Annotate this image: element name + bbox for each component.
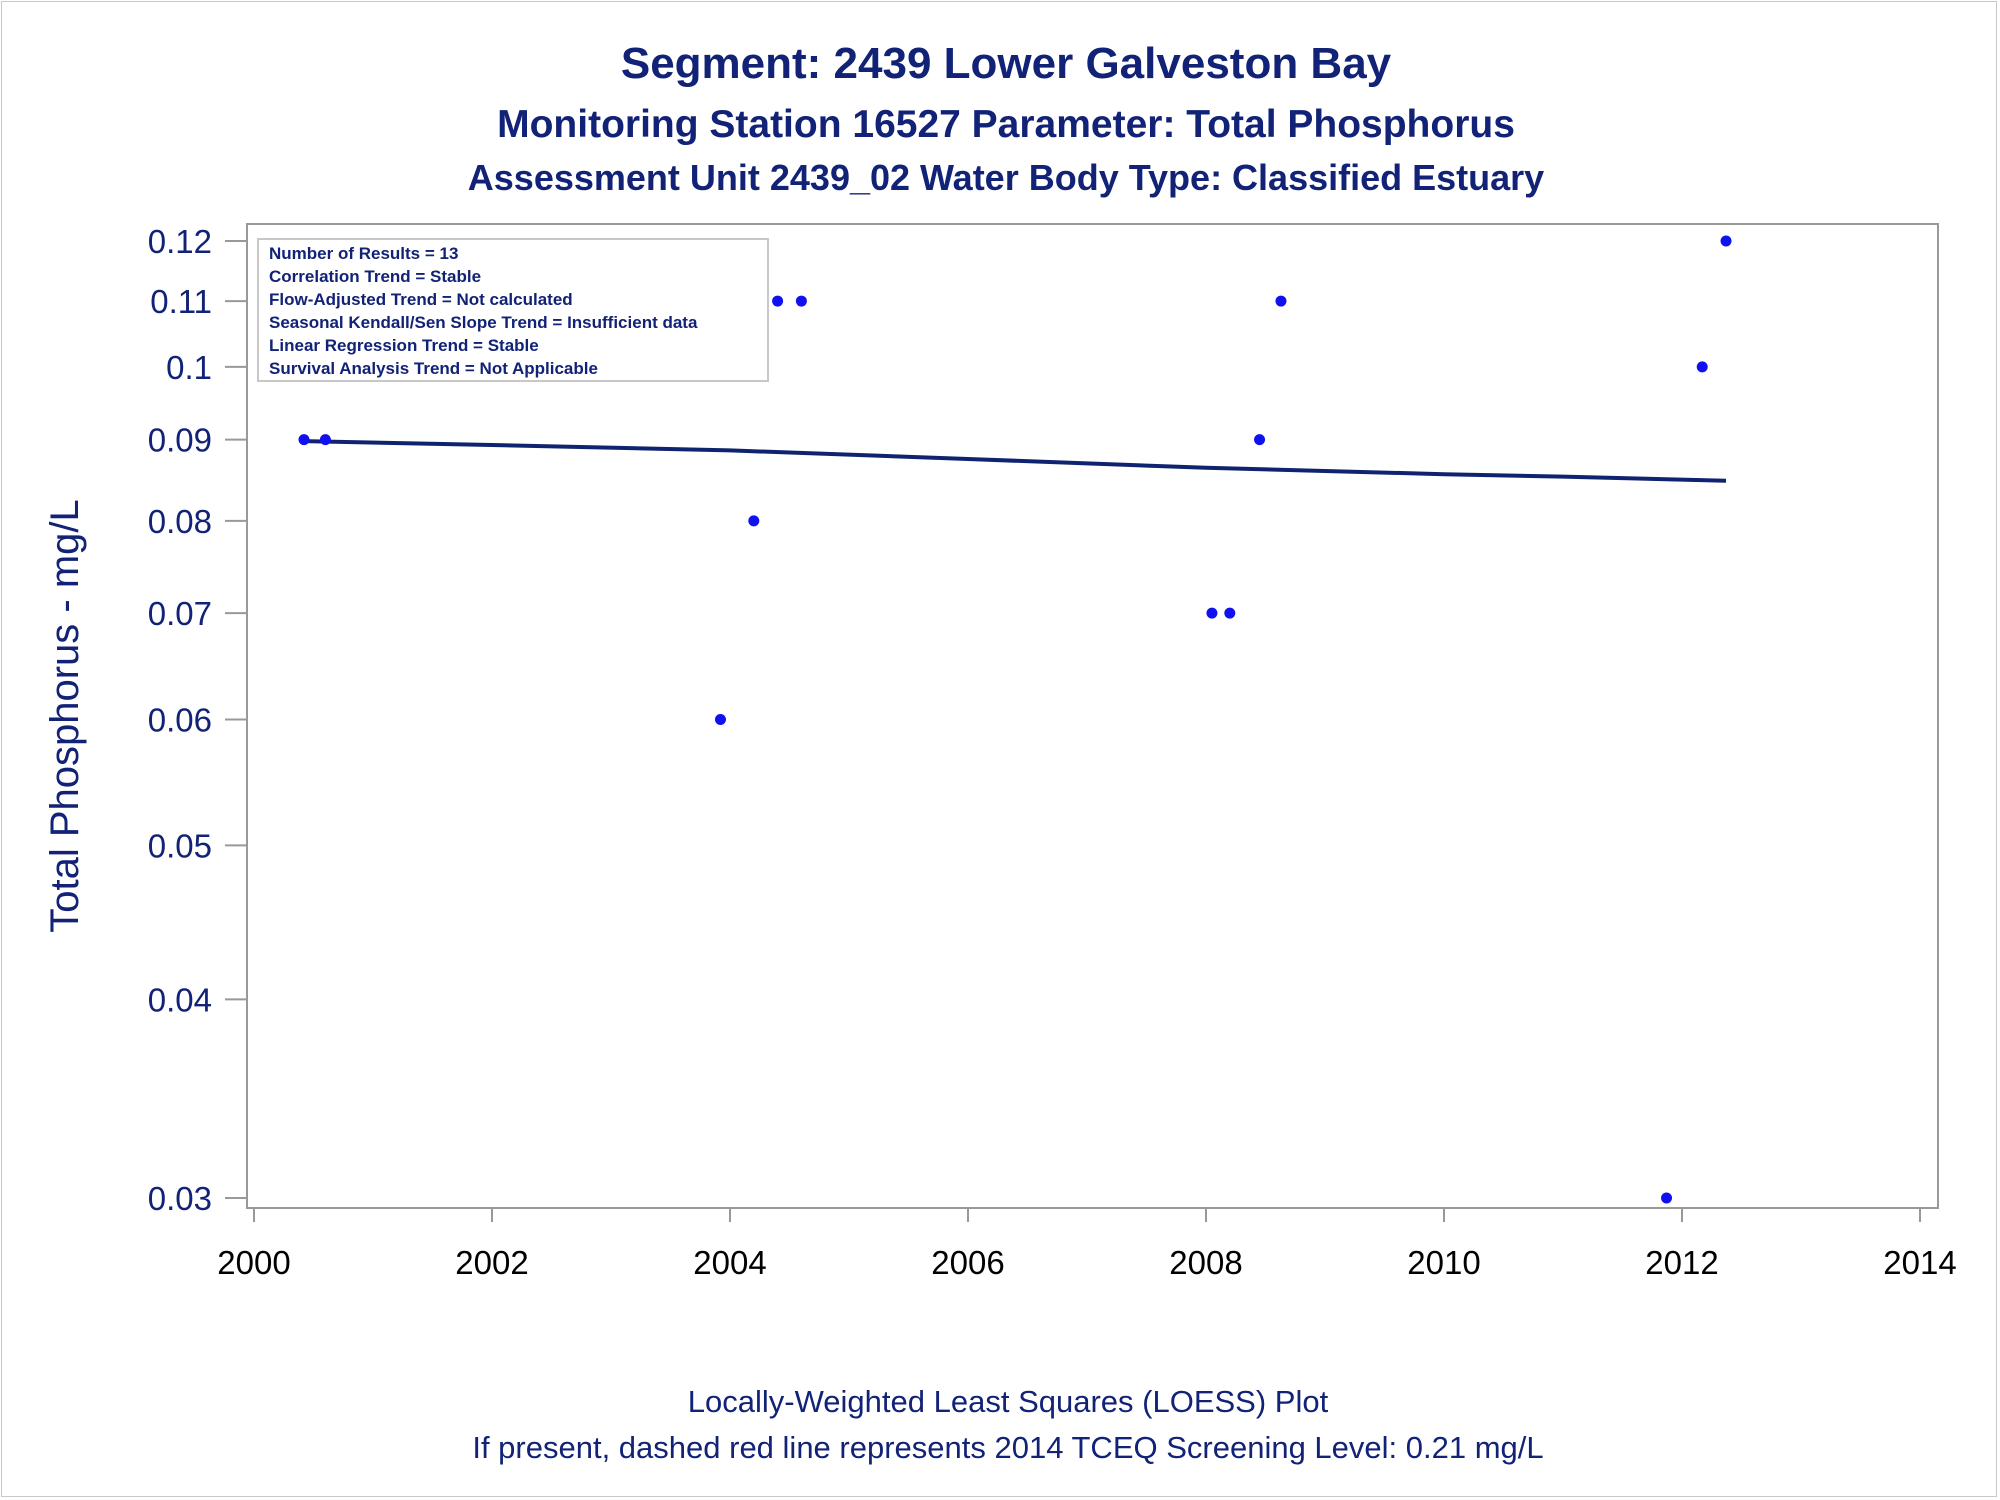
y-tick-label: 0.07: [148, 595, 212, 632]
x-axis: 2000 2002 2004 2006 2008 2010 2012 2014: [217, 1208, 1957, 1281]
data-point: [714, 714, 726, 725]
data-point: [1720, 235, 1732, 247]
x-tick-label: 2010: [1407, 1244, 1480, 1281]
chart-subtitle-assessment: Assessment Unit 2439_02 Water Body Type:…: [468, 157, 1544, 198]
info-line-results: Number of Results = 13: [269, 244, 458, 263]
data-point: [748, 515, 760, 527]
trend-info-box: Number of Results = 13 Correlation Trend…: [257, 238, 769, 382]
loess-line-group: [303, 439, 1727, 483]
data-point: [772, 295, 784, 307]
plot-area-frame: [246, 223, 1939, 1209]
x-tick-label: 2000: [217, 1244, 290, 1281]
y-axis: 0.03 0.04 0.05 0.06 0.07 0.08 0.09 0.1 0.11 0.12: [148, 223, 247, 1217]
data-points-group: [298, 235, 1732, 1204]
loess-line: [303, 439, 1727, 483]
x-tick-label: 2006: [931, 1244, 1004, 1281]
y-tick-label: 0.05: [148, 827, 212, 864]
chart-title: Segment: 2439 Lower Galveston Bay: [621, 39, 1392, 88]
y-tick-label: 0.04: [148, 981, 212, 1018]
info-line-linear-regression: Linear Regression Trend = Stable: [269, 336, 539, 355]
info-line-correlation: Correlation Trend = Stable: [269, 267, 481, 286]
y-tick-label: 0.06: [148, 702, 212, 739]
x-tick-label: 2002: [455, 1244, 528, 1281]
x-tick-label: 2008: [1169, 1244, 1242, 1281]
x-tick-label: 2004: [693, 1244, 766, 1281]
data-point: [1661, 1192, 1673, 1204]
y-tick-label: 0.09: [148, 422, 212, 459]
data-point: [1696, 361, 1708, 373]
info-line-flow-adjusted: Flow-Adjusted Trend = Not calculated: [269, 290, 573, 309]
footnote-loess: Locally-Weighted Least Squares (LOESS) P…: [688, 1384, 1329, 1419]
y-tick-label: 0.1: [166, 349, 212, 386]
data-point: [298, 434, 310, 446]
data-point: [1224, 607, 1236, 619]
y-tick-label: 0.11: [150, 283, 212, 320]
info-line-seasonal-kendall: Seasonal Kendall/Sen Slope Trend = Insuf…: [269, 313, 698, 332]
y-axis-label: Total Phosphorus - mg/L: [43, 499, 87, 933]
data-point: [1254, 434, 1266, 446]
data-point: [1206, 607, 1218, 619]
chart-subtitle-station: Monitoring Station 16527 Parameter: Tota…: [497, 103, 1515, 146]
footnote-screening-level: If present, dashed red line represents 2…: [472, 1430, 1543, 1465]
y-tick-label: 0.12: [148, 223, 212, 260]
data-point: [319, 434, 331, 446]
info-line-survival: Survival Analysis Trend = Not Applicable: [269, 359, 598, 378]
info-box-border: [257, 238, 769, 382]
y-tick-label: 0.03: [148, 1180, 212, 1217]
data-point: [1275, 295, 1287, 307]
data-point: [795, 295, 807, 307]
x-tick-label: 2014: [1883, 1244, 1956, 1281]
y-tick-label: 0.08: [148, 503, 212, 540]
x-tick-label: 2012: [1645, 1244, 1718, 1281]
